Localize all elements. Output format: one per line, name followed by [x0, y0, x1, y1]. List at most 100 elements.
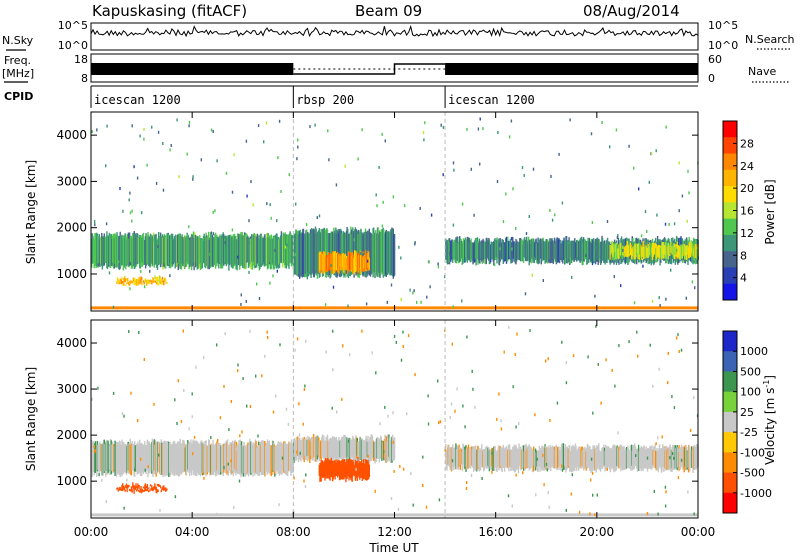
cpid-label: icescan 1200 — [94, 93, 181, 107]
echo-cell — [427, 422, 430, 426]
echo-cell — [438, 498, 441, 502]
echo-cell — [390, 283, 393, 287]
echo-cell — [502, 220, 505, 224]
echo-cell — [212, 232, 215, 236]
echo-cell — [387, 414, 389, 418]
beam-title: Beam 09 — [355, 2, 422, 20]
echo-cell — [578, 510, 581, 514]
echo-cell — [569, 118, 571, 122]
echo-cell — [371, 351, 373, 355]
echo-cell — [346, 258, 348, 269]
echo-cell — [438, 421, 440, 425]
xtick-label: 08:00 — [276, 525, 311, 539]
echo-cell — [655, 442, 657, 446]
echo-cell — [487, 447, 489, 466]
echo-cell — [147, 487, 149, 490]
echo-cell — [656, 213, 658, 217]
echo-cell — [143, 358, 145, 361]
echo-cell — [466, 335, 468, 339]
echo-cell — [392, 411, 394, 415]
echo-cell — [412, 503, 414, 507]
echo-cell — [91, 397, 93, 401]
echo-cell — [675, 336, 678, 340]
velocity-colorbar-title: Velocity [m s-1] — [762, 375, 777, 465]
echo-cell — [508, 325, 510, 329]
echo-cell — [442, 125, 445, 129]
echo-cell — [304, 485, 307, 489]
echo-cell — [143, 137, 145, 141]
echo-cell — [159, 276, 161, 279]
echo-cell — [368, 464, 370, 478]
colorbar-label: 12 — [740, 227, 754, 240]
echo-cell — [365, 302, 368, 306]
echo-cell — [361, 329, 363, 333]
echo-cell — [281, 456, 284, 460]
cpid-label: icescan 1200 — [448, 93, 535, 107]
echo-cell — [295, 202, 297, 206]
sky-tick-bottom: 10^0 — [58, 39, 88, 52]
echo-cell — [481, 260, 484, 264]
ytick-label: 1000 — [56, 474, 87, 488]
echo-cell — [143, 127, 145, 131]
echo-cell — [165, 278, 167, 281]
echo-cell — [389, 439, 391, 461]
echo-cell — [263, 140, 265, 144]
echo-cell — [473, 213, 475, 217]
search-tick-top: 10^5 — [708, 19, 738, 32]
echo-cell — [135, 278, 138, 286]
echo-cell — [236, 239, 238, 271]
echo-cell — [135, 483, 137, 489]
echo-cell — [203, 476, 205, 480]
echo-cell — [375, 193, 377, 197]
echo-cell — [258, 297, 261, 300]
echo-cell — [264, 354, 266, 358]
echo-cell — [638, 187, 640, 191]
echo-cell — [225, 171, 228, 175]
echo-cell — [440, 123, 442, 127]
echo-cell — [572, 451, 574, 455]
echo-cell — [269, 444, 272, 475]
echo-cell — [375, 371, 377, 375]
echo-cell — [238, 479, 241, 483]
echo-cell — [127, 277, 129, 282]
echo-cell — [147, 490, 150, 493]
echo-cell — [592, 493, 594, 497]
echo-cell — [296, 337, 299, 341]
echo-cell — [154, 280, 157, 283]
echo-cell — [407, 334, 410, 338]
echo-cell — [156, 484, 159, 487]
echo-cell — [174, 398, 176, 402]
echo-cell — [245, 139, 248, 143]
station-title: Kapuskasing (fitACF) — [92, 2, 247, 20]
echo-cell — [166, 281, 168, 284]
nave-label: Nave — [748, 65, 776, 78]
echo-cell — [508, 241, 511, 257]
echo-cell — [97, 263, 100, 267]
echo-cell — [216, 159, 218, 163]
echo-cell — [549, 238, 551, 242]
colorbar-cell — [723, 169, 737, 187]
echo-cell — [554, 213, 556, 217]
echo-cell — [332, 285, 335, 289]
echo-cell — [466, 127, 468, 131]
echo-cell — [123, 276, 126, 280]
echo-cell — [681, 194, 684, 198]
echo-cell — [131, 209, 133, 213]
echo-cell — [669, 456, 671, 460]
echo-cell — [590, 457, 593, 461]
echo-cell — [514, 353, 516, 356]
echo-cell — [228, 428, 230, 432]
echo-cell — [551, 218, 554, 222]
echo-cell — [300, 440, 303, 458]
echo-cell — [591, 221, 594, 224]
echo-cell — [344, 164, 346, 168]
echo-cell — [112, 305, 115, 309]
echo-cell — [673, 456, 675, 460]
echo-cell — [296, 450, 298, 454]
echo-cell — [355, 253, 358, 272]
echo-cell — [248, 219, 250, 223]
echo-cell — [297, 138, 299, 142]
echo-cell — [414, 242, 416, 246]
echo-cell — [331, 406, 333, 410]
echo-cell — [207, 236, 209, 240]
